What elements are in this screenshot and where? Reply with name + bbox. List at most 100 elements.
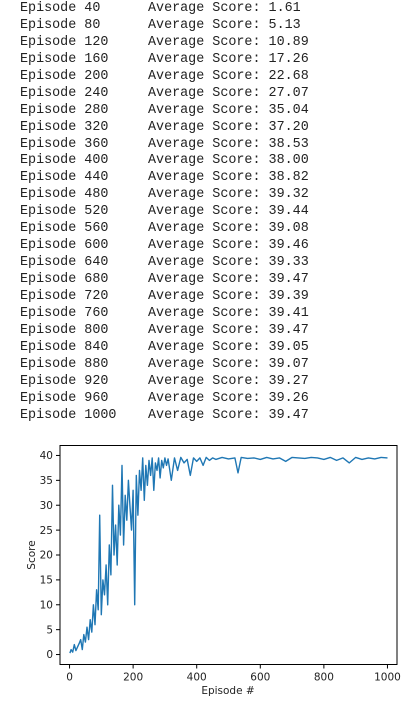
score-value: 39.47 [268,272,309,287]
episode-number: 360 [84,136,109,152]
score-label: Average Score: [148,272,261,287]
y-tick-label: 5 [46,624,53,636]
plot-frame [59,445,398,665]
score-label: Average Score: [148,187,261,203]
score-label: Average Score: [148,288,261,304]
episode-number: 200 [84,68,109,84]
x-tick-label: 600 [250,672,270,684]
episode-text: Episode 720 [20,289,148,306]
log-line: Episode 440 Average Score: 38.82 [20,170,309,187]
score-chart: 0 5 10 15 20 25 30 35 40 0 200 400 600 800 1000 Episo… [26,445,401,697]
score-label: Average Score: [148,51,261,67]
score-label: Average Score: [148,102,261,118]
log-line: Episode 160 Average Score: 17.26 [20,52,309,69]
y-tick-label: 10 [40,599,53,611]
log-line: Episode 240 Average Score: 27.07 [20,86,309,103]
score-label: Average Score: [148,17,261,33]
episode-prefix: Episode [20,170,77,186]
episode-text: Episode 320 [20,120,148,137]
y-tick-label: 40 [40,450,53,462]
log-line: Episode 720 Average Score: 39.39 [20,289,309,306]
episode-prefix: Episode [20,373,77,389]
y-tick-label: 20 [40,550,53,562]
x-tick-label: 0 [66,672,73,684]
score-value: 39.46 [268,238,309,254]
episode-text: Episode 480 [20,187,148,204]
log-line: Episode 960 Average Score: 39.26 [20,391,309,408]
episode-number: 800 [84,322,109,338]
episode-prefix: Episode [20,119,77,135]
episode-number: 560 [84,221,109,237]
episode-prefix: Episode [20,356,77,372]
score-label: Average Score: [148,305,261,321]
score-value: 22.68 [268,68,309,84]
episode-prefix: Episode [20,136,77,152]
score-value: 39.47 [268,322,309,338]
score-label: Average Score: [148,221,261,237]
episode-text: Episode 40 [20,1,148,18]
episode-number: 600 [84,238,109,254]
score-label: Average Score: [148,322,261,338]
episode-prefix: Episode [20,17,77,33]
episode-number: 720 [84,288,109,304]
training-log: Episode 40 Average Score: 1.61 Episode 80 A… [20,1,309,424]
episode-prefix: Episode [20,204,77,220]
score-value: 27.07 [268,85,309,101]
score-value: 39.44 [268,204,309,220]
y-tick-label: 0 [46,649,53,661]
log-line: Episode 640 Average Score: 39.33 [20,255,309,272]
episode-number: 280 [84,102,109,118]
score-value: 39.08 [268,221,309,237]
log-line: Episode 40 Average Score: 1.61 [20,1,309,18]
episode-prefix: Episode [20,407,77,423]
episode-text: Episode 840 [20,340,148,357]
episode-number: 680 [84,272,109,287]
episode-prefix: Episode [20,390,77,406]
y-axis: 0 5 10 15 20 25 30 35 40 [40,450,60,661]
x-tick-label: 800 [314,672,334,684]
log-line: Episode 600 Average Score: 39.46 [20,238,309,255]
episode-number: 440 [84,170,109,186]
episode-prefix: Episode [20,102,77,118]
log-line: Episode 80 Average Score: 5.13 [20,18,309,35]
episode-prefix: Episode [20,305,77,321]
episode-text: Episode 800 [20,323,148,340]
score-label: Average Score: [148,136,261,152]
score-value: 10.89 [268,34,309,50]
log-line: Episode 200 Average Score: 22.68 [20,69,309,86]
log-line: Episode 280 Average Score: 35.04 [20,103,309,120]
episode-text: Episode 680 [20,272,148,289]
x-axis: 0 200 400 600 800 1000 [66,664,401,684]
episode-prefix: Episode [20,68,77,84]
score-label: Average Score: [148,339,261,355]
score-value: 39.05 [268,339,309,355]
log-line: Episode 760 Average Score: 39.41 [20,306,309,323]
episode-text: Episode 80 [20,18,148,35]
episode-number: 480 [84,187,109,203]
episode-number: 520 [84,204,109,220]
episode-number: 840 [84,339,109,355]
episode-prefix: Episode [20,288,77,304]
score-value: 39.26 [268,390,309,406]
episode-text: Episode 160 [20,52,148,69]
score-value: 17.26 [268,51,309,67]
episode-prefix: Episode [20,272,77,287]
log-line: Episode 120 Average Score: 10.89 [20,35,309,52]
episode-prefix: Episode [20,187,77,203]
episode-text: Episode 560 [20,221,148,238]
score-label: Average Score: [148,204,261,220]
episode-text: Episode 360 [20,137,148,154]
log-line: Episode 560 Average Score: 39.08 [20,221,309,238]
episode-prefix: Episode [20,221,77,237]
score-label: Average Score: [148,390,261,406]
y-tick-label: 30 [40,500,53,512]
episode-text: Episode 1000 [20,408,148,425]
episode-text: Episode 400 [20,153,148,170]
episode-text: Episode 640 [20,255,148,272]
episode-text: Episode 120 [20,35,148,52]
score-label: Average Score: [148,153,261,169]
score-series-line [69,456,388,654]
episode-prefix: Episode [20,153,77,169]
episode-text: Episode 880 [20,357,148,374]
episode-number: 920 [84,373,109,389]
